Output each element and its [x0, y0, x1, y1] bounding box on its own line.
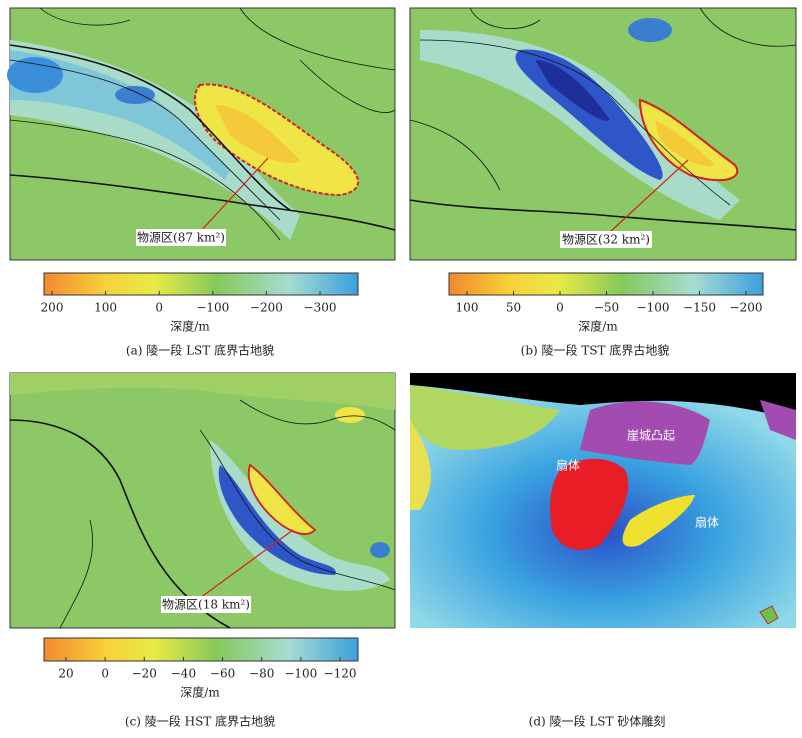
colorbar-tick-label: −150	[683, 301, 716, 315]
colorbar	[43, 272, 359, 296]
colorbar-tick-label: −80	[249, 667, 274, 681]
colorbar-label: 深度/m	[180, 685, 220, 700]
arrow	[609, 159, 689, 233]
colorbar-tick-label: −50	[594, 301, 619, 315]
colorbar-tick-label: 100	[94, 301, 117, 315]
arrow	[199, 529, 294, 599]
colorbar-tick-label: −200	[250, 301, 283, 315]
annotation: 物源区(18 km²)	[162, 598, 250, 612]
annotation-box	[161, 596, 251, 613]
colorbar-tick-label: −100	[284, 667, 317, 681]
model-d	[410, 373, 796, 628]
map-c	[9, 372, 396, 629]
colorbar-tick-label: −200	[730, 301, 763, 315]
colorbar-label: 深度/m	[578, 319, 618, 334]
colorbar-tick-label: −20	[132, 667, 157, 681]
caption: (d) 陵一段 LST 砂体雕刻	[529, 714, 666, 729]
annotation: 物源区(87 km²)	[137, 231, 225, 245]
colorbar-tick-label: 0	[101, 667, 109, 681]
caption: (b) 陵一段 TST 底界古地貌	[521, 343, 670, 358]
colorbar-tick-label: 0	[155, 301, 163, 315]
colorbar-tick-label: 20	[58, 667, 73, 681]
colorbar-tick-label: 50	[506, 301, 521, 315]
colorbar-tick-label: 200	[41, 301, 64, 315]
annotation-box	[560, 231, 652, 248]
annotation-box	[136, 229, 226, 246]
map-label: 扇体	[556, 458, 580, 473]
map-a	[7, 7, 396, 261]
annotation: 物源区(32 km²)	[562, 233, 650, 247]
colorbar-tick-label: −100	[637, 301, 670, 315]
colorbar-tick-label: −300	[304, 301, 337, 315]
colorbar-label: 深度/m	[170, 319, 210, 334]
colorbar-tick-label: −40	[171, 667, 196, 681]
colorbar-tick-label: −100	[196, 301, 229, 315]
arrow	[199, 157, 269, 233]
colorbar-tick-label: −60	[210, 667, 235, 681]
map-label: 扇体	[695, 515, 719, 530]
colorbar-tick-label: −120	[324, 667, 357, 681]
colorbar	[43, 637, 359, 662]
caption: (a) 陵一段 LST 底界古地貌	[126, 343, 274, 358]
map-b	[409, 7, 797, 261]
caption: (c) 陵一段 HST 底界古地貌	[125, 714, 275, 729]
map-label: 崖城凸起	[627, 429, 675, 443]
colorbar-tick-label: 0	[556, 301, 564, 315]
colorbar-tick-label: 100	[456, 301, 479, 315]
